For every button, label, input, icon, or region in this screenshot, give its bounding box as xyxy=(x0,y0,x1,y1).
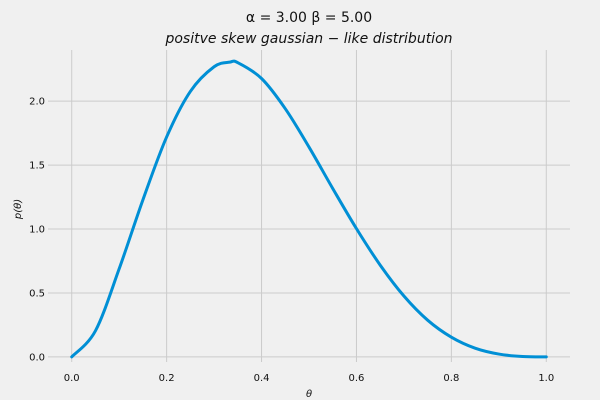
y-tick-label: 1.0 xyxy=(29,225,45,236)
x-tick-label: 0.6 xyxy=(349,373,365,384)
y-tick-label: 2.0 xyxy=(29,97,45,108)
y-axis-label: p(θ) xyxy=(13,199,24,220)
x-tick-label: 0.8 xyxy=(443,373,459,384)
y-tick-label: 0.0 xyxy=(29,352,45,363)
chart-title-params: α = 3.00 β = 5.00 xyxy=(246,10,372,26)
tick-labels: 0.0 0.2 0.4 0.6 0.8 1.0 0.0 0.5 1.0 1.5 2.0 xyxy=(29,97,554,384)
x-tick-label: 0.4 xyxy=(254,373,270,384)
x-tick-label: 0.0 xyxy=(64,373,80,384)
grid xyxy=(48,50,570,362)
y-tick-label: 1.5 xyxy=(29,161,45,172)
x-tick-label: 1.0 xyxy=(538,373,554,384)
density-curve xyxy=(70,59,548,359)
series-layer xyxy=(70,59,548,359)
chart-title-description: positve skew gaussian − like distributio… xyxy=(164,31,452,47)
x-axis-label: θ xyxy=(306,389,312,400)
y-tick-label: 0.5 xyxy=(29,288,45,299)
x-tick-label: 0.2 xyxy=(159,373,175,384)
